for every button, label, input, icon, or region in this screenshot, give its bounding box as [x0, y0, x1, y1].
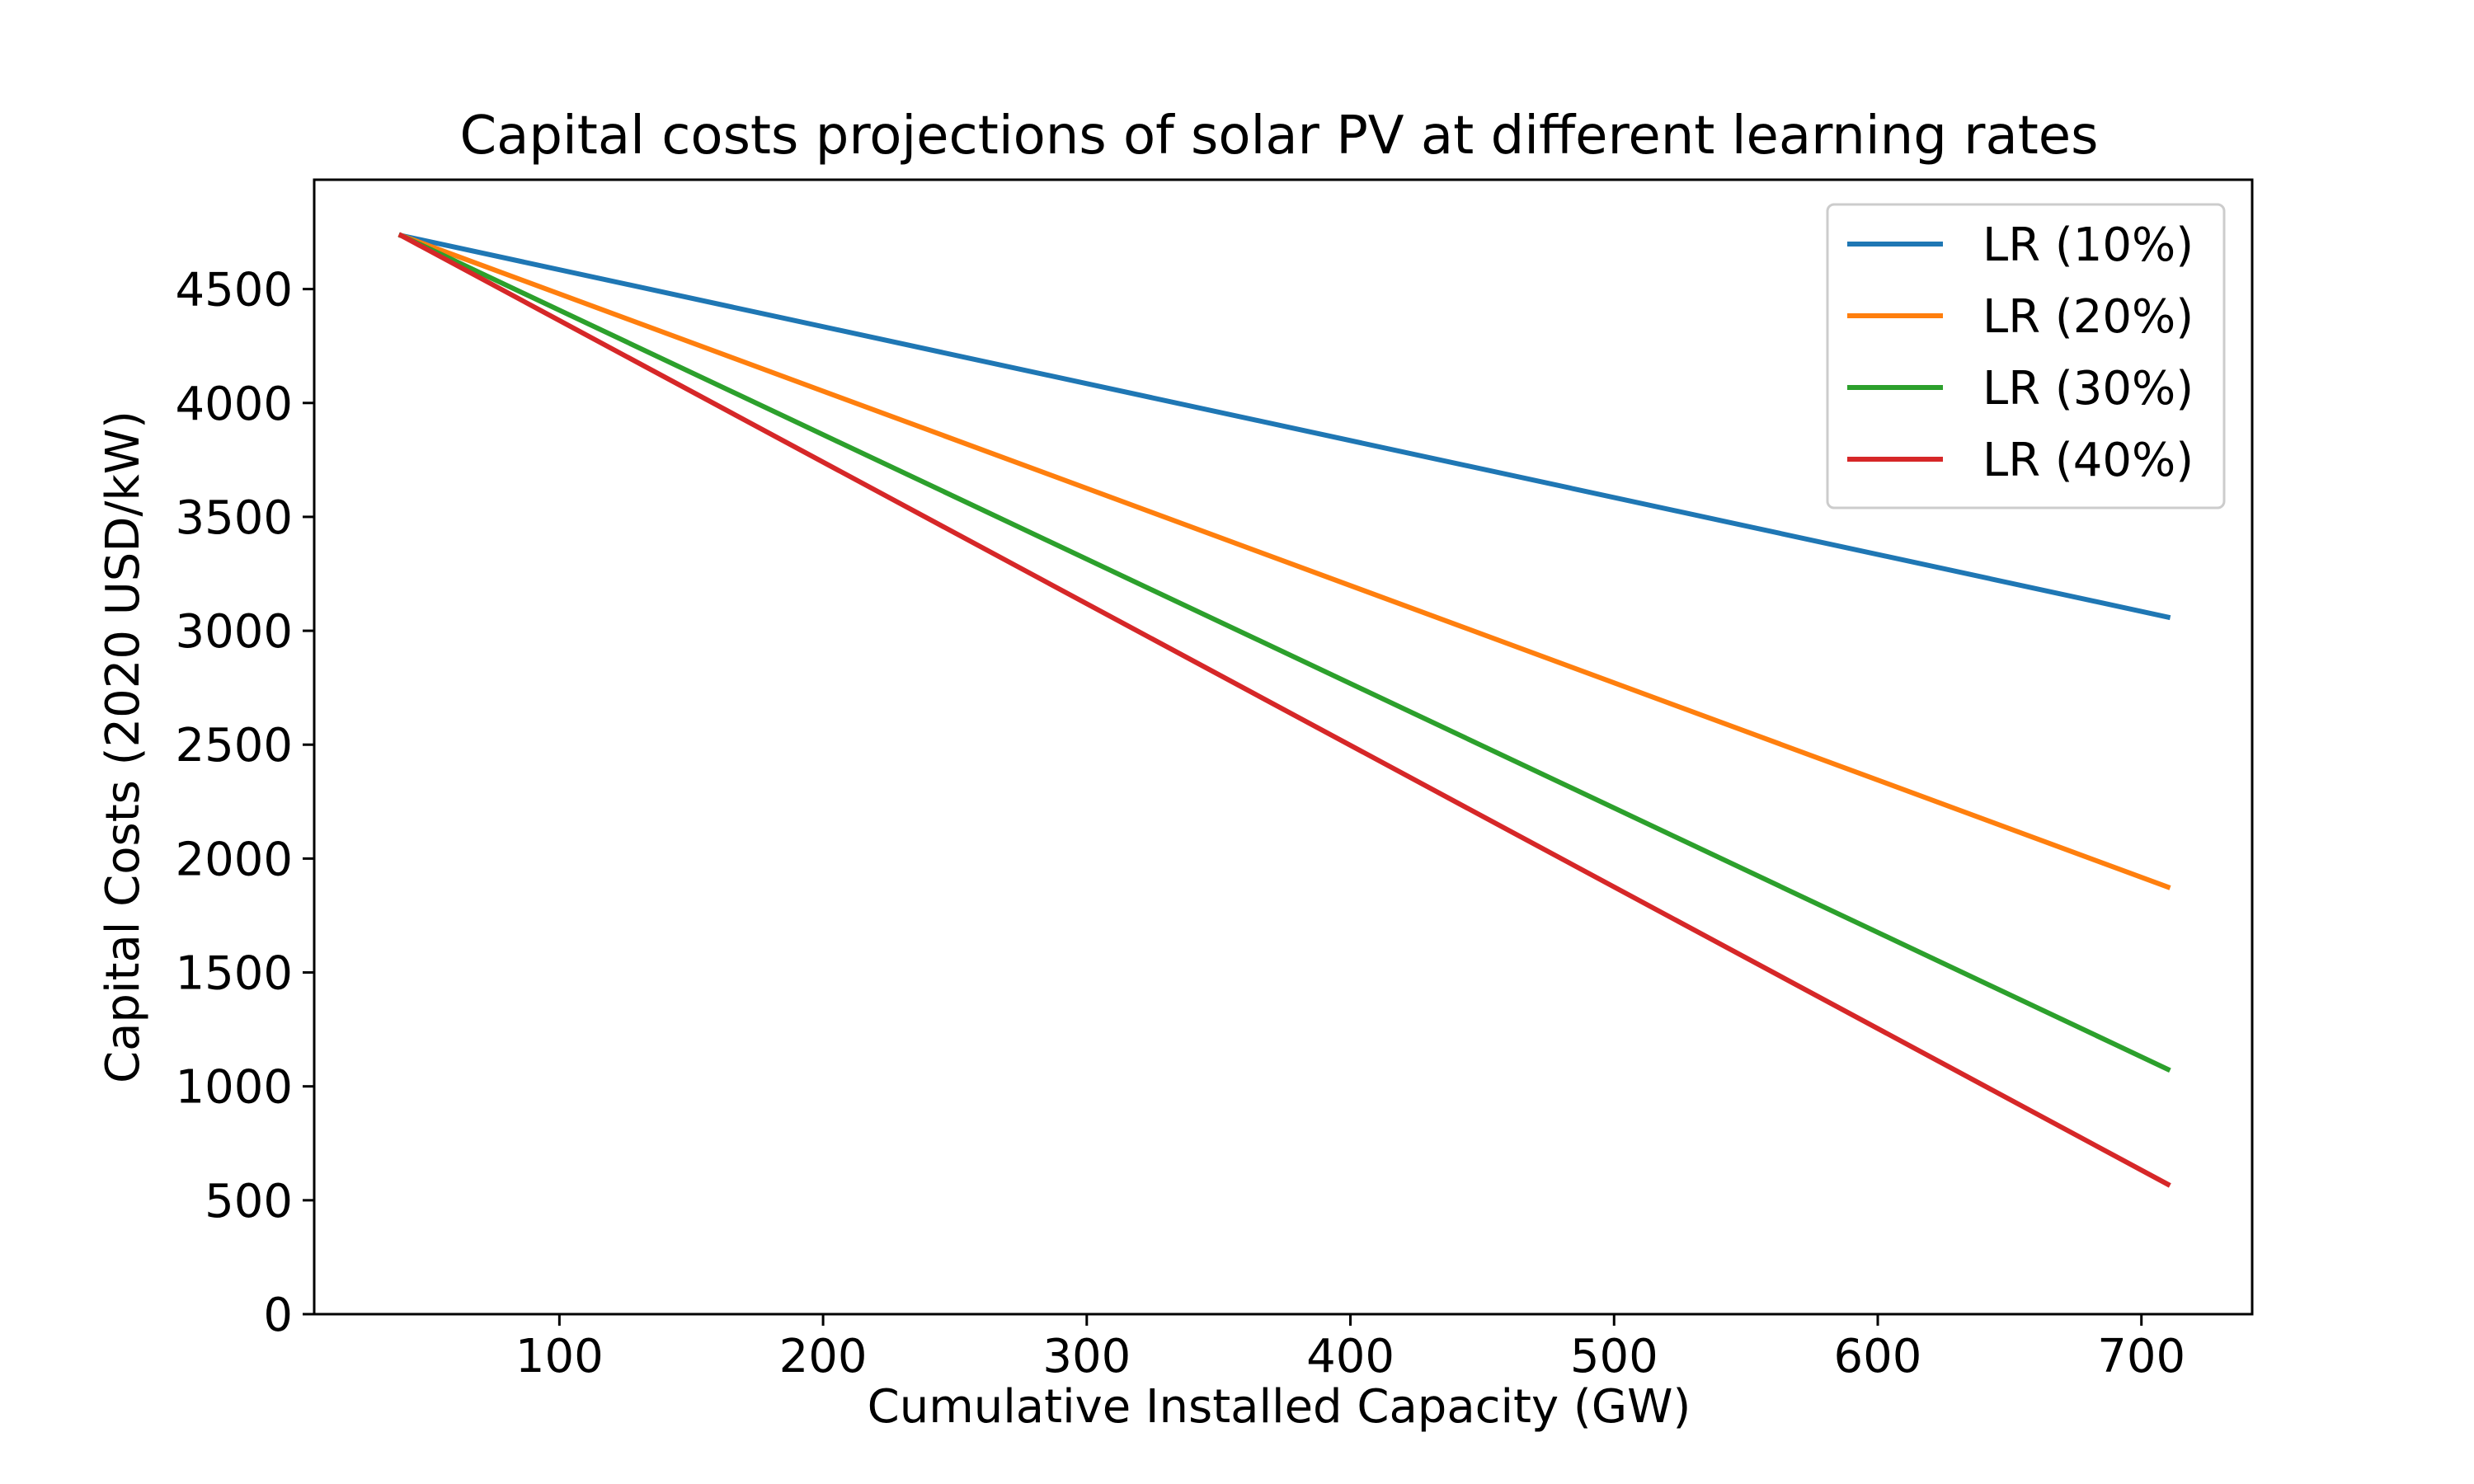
plot-area: 100 200 300 400 500 600 700 0 500 1000 1500 2000 250…: [175, 178, 2254, 1383]
legend: LR (10%) LR (20%) LR (30%) LR (40%): [1826, 203, 2226, 510]
y-axis-label: Capital Costs (2020 USD/kW): [96, 411, 150, 1083]
x-tick-label: 400: [1306, 1330, 1395, 1383]
x-tick-label: 200: [779, 1330, 868, 1383]
legend-label-4: LR (40%): [1982, 434, 2194, 487]
y-tick-label: 3500: [175, 491, 293, 545]
y-tick-label: 0: [263, 1289, 293, 1342]
series-line-3: [397, 232, 2171, 1073]
y-tick-label: 500: [205, 1175, 293, 1228]
plot-frame: [313, 178, 2254, 1316]
y-tick-label: 1000: [175, 1061, 293, 1115]
chart-title: Capital costs projections of solar PV at…: [459, 106, 2098, 167]
y-tick-label: 4500: [175, 264, 293, 317]
x-tick-label: 100: [515, 1330, 604, 1383]
y-tick-label: 1500: [175, 947, 293, 1001]
y-tick-label: 3000: [175, 605, 293, 659]
legend-label-1: LR (10%): [1982, 218, 2194, 272]
x-axis-label: Cumulative Installed Capacity (GW): [868, 1380, 1691, 1434]
x-tick-label: 500: [1570, 1330, 1658, 1383]
y-tick-label: 4000: [175, 378, 293, 431]
series-line-1: [397, 232, 2171, 621]
series-line-2: [397, 232, 2171, 890]
legend-label-3: LR (30%): [1982, 362, 2194, 416]
x-tick-label: 700: [2097, 1330, 2185, 1383]
legend-label-2: LR (20%): [1982, 290, 2194, 344]
series-line-4: [397, 232, 2171, 1188]
y-tick-label: 2000: [175, 833, 293, 886]
x-tick-label: 600: [1834, 1330, 1922, 1383]
x-tick-label: 300: [1042, 1330, 1131, 1383]
legend-box: [1826, 203, 2226, 510]
y-tick-label: 2500: [175, 719, 293, 773]
